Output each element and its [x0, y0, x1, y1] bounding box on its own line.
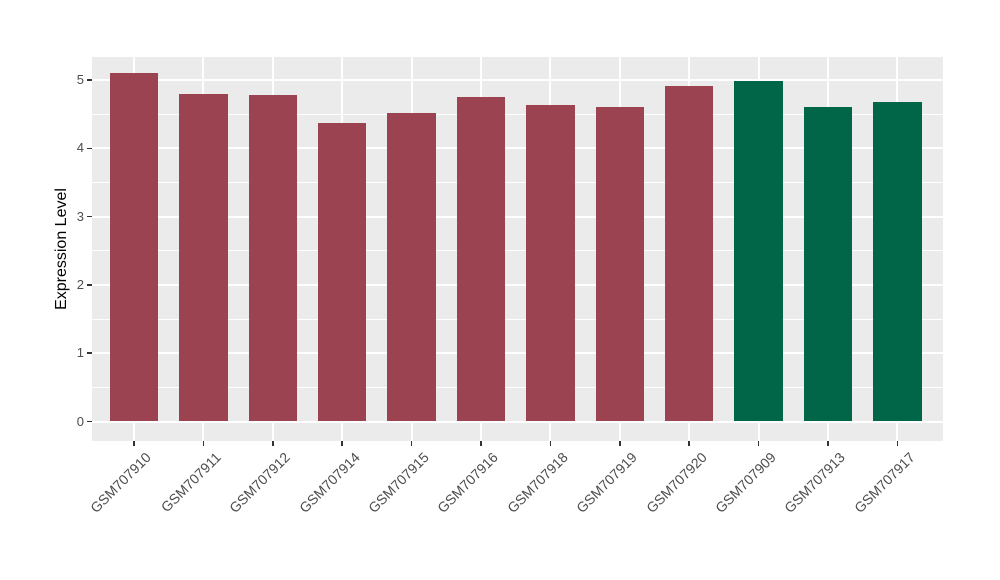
x-tick-label-GSM707914: GSM707914 [295, 449, 363, 516]
gridline-major-h [92, 147, 943, 150]
gridline-minor-h [92, 250, 943, 252]
x-tick [549, 441, 552, 446]
x-tick [341, 441, 343, 446]
y-axis-title: Expression Level [53, 188, 70, 310]
bar-GSM707919 [595, 107, 645, 422]
y-tick-label: 3 [76, 208, 84, 224]
bar-GSM707920 [664, 86, 714, 422]
x-tick [757, 441, 760, 446]
x-tick-label-GSM707916: GSM707916 [434, 449, 502, 516]
y-tick-label: 1 [76, 345, 84, 361]
gridline-major-h [92, 215, 943, 218]
bar-GSM707912 [248, 95, 298, 422]
x-tick-label-GSM707913: GSM707913 [781, 449, 849, 516]
x-tick [896, 441, 899, 446]
y-tick [87, 215, 92, 218]
y-tick [87, 284, 92, 286]
y-tick-label: 5 [76, 72, 84, 87]
x-tick [272, 441, 274, 446]
x-tick [133, 441, 135, 446]
x-tick-label-GSM707917: GSM707917 [850, 449, 918, 516]
gridline-minor-h [92, 386, 943, 388]
x-tick [410, 441, 413, 446]
y-tick-label: 0 [76, 413, 84, 429]
chart-panel [92, 57, 943, 441]
gridline-major-h [92, 283, 943, 286]
bar-GSM707909 [734, 80, 783, 422]
gridline-minor-h [92, 181, 943, 183]
x-tick-label-GSM707911: GSM707911 [157, 449, 224, 516]
bar-GSM707918 [526, 105, 575, 422]
x-tick-label-GSM707909: GSM707909 [712, 449, 779, 516]
x-tick-label-GSM707910: GSM707910 [87, 449, 155, 516]
bar-GSM707913 [803, 107, 853, 422]
y-tick [87, 147, 92, 150]
gridline-major-h [92, 352, 943, 355]
bar-GSM707917 [873, 101, 922, 422]
x-tick-label-GSM707912: GSM707912 [226, 449, 294, 516]
y-tick [87, 420, 92, 423]
x-tick-label-GSM707918: GSM707918 [503, 449, 571, 516]
gridline-major-h [92, 420, 943, 423]
gridline-minor-h [92, 318, 943, 320]
x-tick [688, 441, 690, 446]
bar-GSM707916 [456, 97, 506, 422]
x-tick [619, 441, 621, 446]
y-tick [87, 79, 92, 81]
bar-GSM707914 [317, 123, 367, 422]
y-tick-label: 2 [76, 276, 84, 292]
gridline-minor-h [92, 113, 943, 115]
y-tick-label: 4 [76, 140, 84, 156]
x-tick-label-GSM707920: GSM707920 [642, 449, 710, 516]
x-tick [480, 441, 482, 446]
bar-GSM707915 [387, 112, 436, 422]
y-tick [87, 352, 92, 354]
x-tick [202, 441, 205, 446]
x-tick-label-GSM707919: GSM707919 [573, 449, 641, 516]
gridline-major-h [92, 79, 943, 81]
bar-GSM707910 [109, 73, 159, 422]
x-tick-label-GSM707915: GSM707915 [365, 449, 432, 516]
bar-GSM707911 [179, 93, 228, 422]
x-tick [827, 441, 829, 446]
